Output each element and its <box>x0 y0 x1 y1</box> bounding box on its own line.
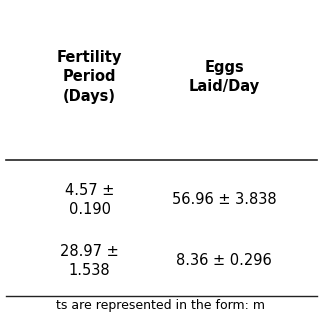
Text: 28.97 ±
1.538: 28.97 ± 1.538 <box>60 244 119 278</box>
Text: ts are represented in the form: m: ts are represented in the form: m <box>55 299 265 312</box>
Text: 8.36 ± 0.296: 8.36 ± 0.296 <box>176 253 272 268</box>
Text: 4.57 ±
0.190: 4.57 ± 0.190 <box>65 183 114 217</box>
Text: 56.96 ± 3.838: 56.96 ± 3.838 <box>172 193 276 207</box>
Text: Fertility
Period
(Days): Fertility Period (Days) <box>57 50 122 103</box>
Text: Eggs
Laid/Day: Eggs Laid/Day <box>188 60 260 94</box>
